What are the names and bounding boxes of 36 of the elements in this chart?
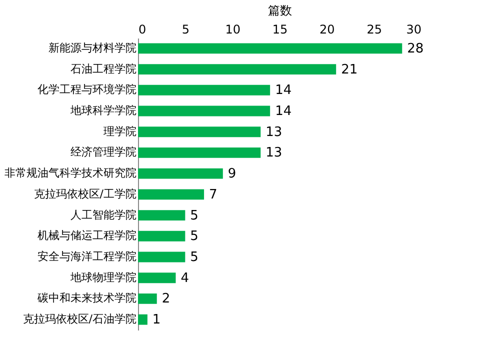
data-label: 14 (275, 83, 292, 98)
y-tick-label: 克拉玛依校区/石油学院 (22, 312, 136, 326)
y-tick-label: 理学院 (104, 124, 136, 138)
data-label: 21 (341, 62, 358, 78)
x-tick-label: 20 (320, 22, 335, 36)
x-tick-label: 15 (272, 22, 288, 36)
y-tick-label: 地球科学学院 (70, 104, 136, 117)
data-label: 5 (190, 229, 198, 244)
data-label: 14 (275, 104, 292, 119)
data-label: 28 (407, 41, 424, 56)
x-tick-label: 25 (366, 22, 382, 36)
y-tick-label: 安全与海洋工程学院 (38, 250, 136, 263)
data-label: 2 (162, 292, 170, 307)
data-label: 5 (190, 250, 198, 265)
data-label: 13 (266, 146, 282, 161)
x-tick-label: 10 (225, 22, 240, 36)
x-tick-label: 5 (182, 22, 190, 36)
y-tick-label: 克拉玛依校区/工学院 (34, 187, 136, 200)
data-label: 13 (266, 124, 282, 140)
x-tick-label: 30 (406, 22, 422, 36)
y-tick-label: 机械与储运工程学院 (38, 229, 136, 242)
data-label: 1 (152, 312, 161, 328)
x-axis-title: 篇数 (268, 4, 292, 18)
y-tick-label: 化学工程与环境学院 (38, 83, 136, 96)
data-label: 4 (180, 270, 190, 286)
data-label: 7 (209, 187, 218, 202)
y-tick-label: 经济管理学院 (70, 146, 136, 159)
y-tick-label: 非常规油气科学技术研究院 (4, 166, 136, 180)
y-tick-label: 人工智能学院 (70, 208, 136, 222)
y-tick-label: 地球物理学院 (70, 270, 136, 284)
data-label: 9 (228, 166, 236, 182)
x-tick-label: 0 (138, 22, 146, 36)
y-tick-label: 石油工程学院 (70, 62, 136, 76)
y-tick-label: 新能源与材料学院 (48, 41, 136, 54)
y-tick-label: 碳中和未来技术学院 (36, 292, 136, 305)
data-label: 5 (190, 208, 198, 224)
